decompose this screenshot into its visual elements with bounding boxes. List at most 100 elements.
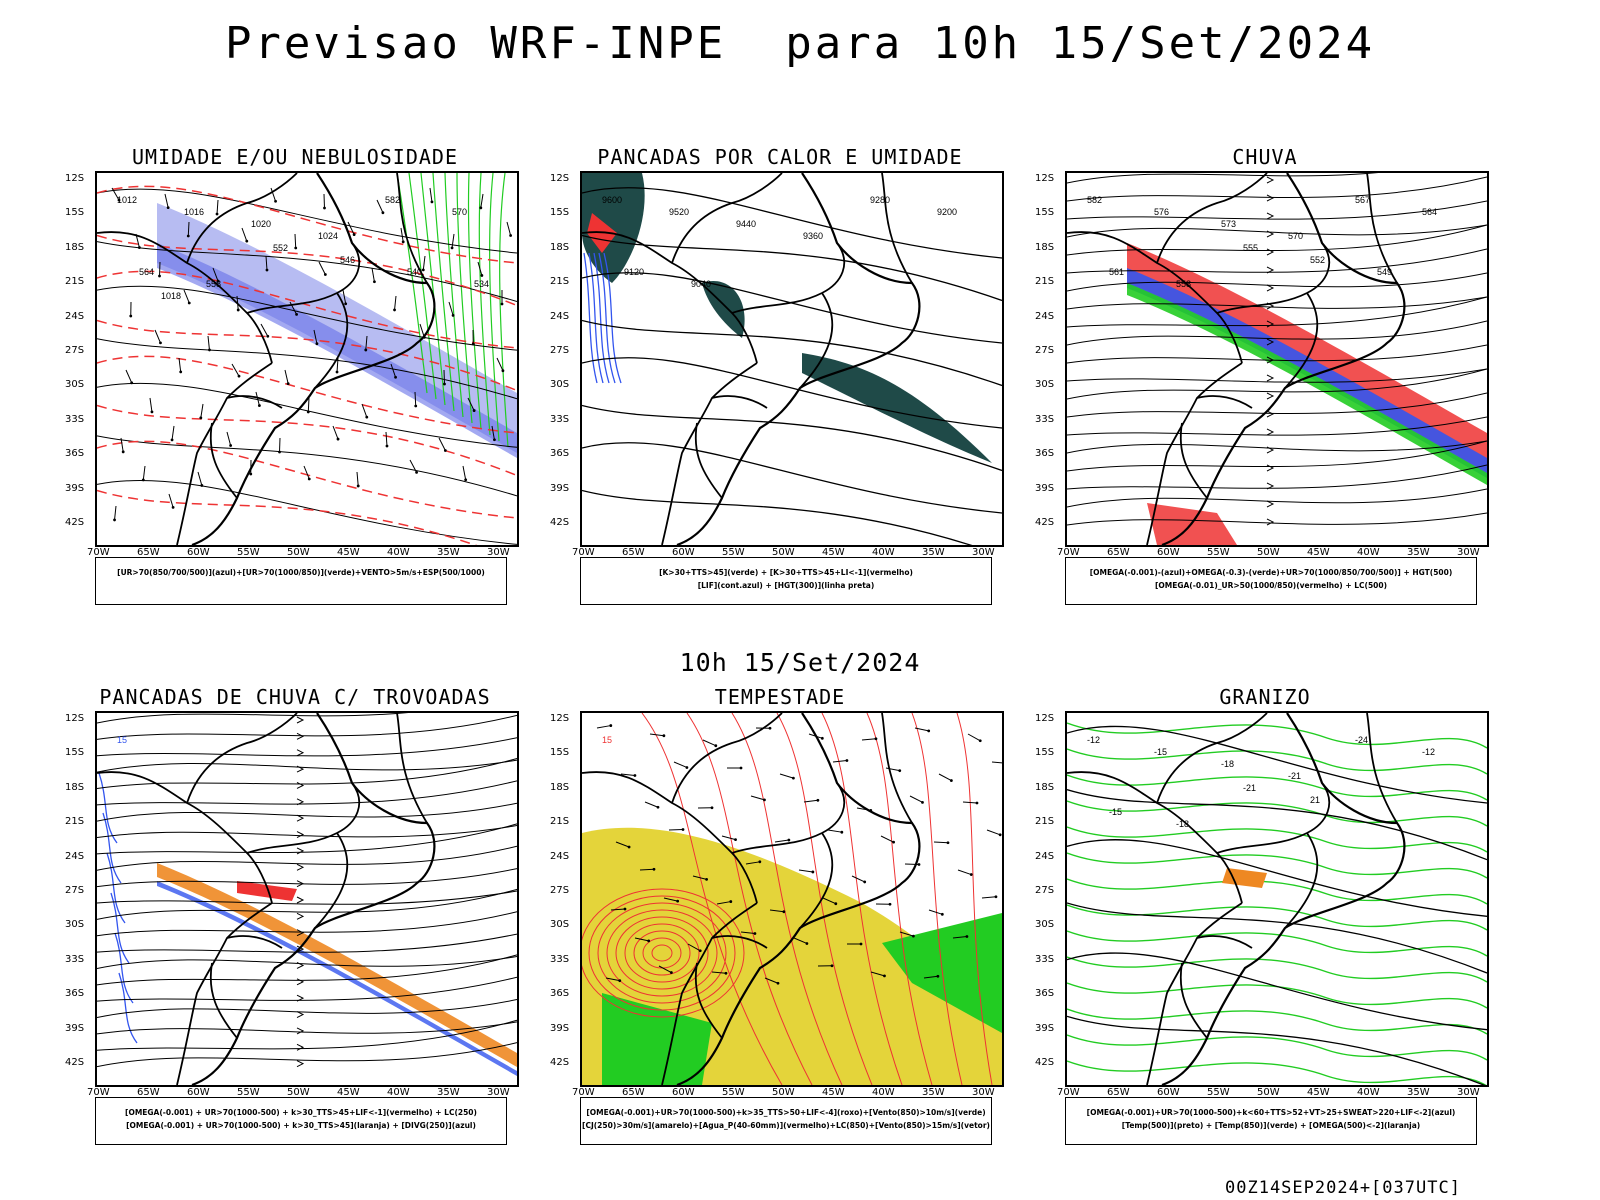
- streamline-arrow: [296, 814, 305, 822]
- wind-vector-head: [669, 971, 673, 974]
- wind-vector: [991, 761, 1002, 764]
- panel-title: TEMPESTADE: [714, 685, 846, 709]
- wind-vector-head: [471, 342, 475, 346]
- wind-vector-head: [199, 416, 203, 420]
- contour-label: 549: [1377, 267, 1392, 277]
- wind-vector-head: [307, 477, 311, 481]
- longitude-label: 70W: [572, 547, 595, 558]
- humidity-core: [157, 243, 517, 458]
- latitude-label: 39S: [65, 1022, 85, 1034]
- streamline: [97, 737, 517, 757]
- map-area: 15: [580, 711, 1004, 1087]
- divergence-contour: [98, 772, 118, 844]
- streamline: [1067, 464, 1487, 490]
- wind-vector: [183, 289, 190, 304]
- streamline-arrow: [296, 798, 305, 806]
- streamline-arrow: [296, 880, 305, 888]
- coastline: [191, 713, 436, 1085]
- wind-vector-head: [883, 974, 886, 978]
- longitude-label: 50W: [287, 547, 310, 558]
- wind-vector-head: [129, 314, 133, 318]
- latitude-label: 21S: [1035, 276, 1055, 288]
- wind-vector: [200, 403, 204, 418]
- wind-vector-head: [450, 246, 454, 250]
- wind-vector-head: [200, 484, 204, 487]
- streamline: [97, 868, 517, 888]
- wind-vector: [658, 965, 672, 974]
- streamline-arrow: [296, 863, 305, 871]
- lifted-index-contour: [598, 252, 616, 384]
- coastline: [191, 173, 436, 545]
- wind-vector: [933, 841, 949, 844]
- latitude-label: 33S: [550, 413, 570, 425]
- wind-vector-head: [969, 873, 973, 876]
- latitude-label: 33S: [550, 953, 570, 965]
- contour-label: 9120: [624, 267, 644, 277]
- longitude-label: 35W: [437, 547, 460, 558]
- wind-vector-head: [479, 206, 483, 210]
- streamline: [97, 999, 517, 1019]
- wind-vector-head: [208, 348, 211, 352]
- longitude-label: 45W: [822, 547, 845, 558]
- streamline-arrow: [1266, 428, 1275, 436]
- streamline: [1067, 296, 1487, 310]
- latitude-label: 30S: [550, 379, 570, 391]
- pressure-contour: [866, 713, 933, 1085]
- latitude-label: 18S: [1035, 241, 1055, 253]
- latitude-label: 15S: [1035, 747, 1055, 759]
- wind-vector-head: [500, 302, 504, 306]
- contour-label: 1020: [251, 219, 271, 229]
- wind-vector-head: [186, 234, 190, 238]
- streamline: [97, 713, 409, 724]
- wind-vector: [716, 901, 731, 905]
- wind-vector-head: [493, 438, 496, 442]
- wind-vector-head: [662, 734, 666, 738]
- longitude-label: 40W: [872, 547, 895, 558]
- country-border: [881, 713, 913, 824]
- latitude-label: 33S: [1035, 413, 1055, 425]
- wind-vector: [265, 255, 268, 271]
- latitude-label: 18S: [550, 781, 570, 793]
- wind-vector: [986, 829, 1001, 836]
- contour-line: [1067, 725, 1487, 804]
- map-panel: CHUVA 582 576 573 570 567 564 561 558 555 552 549 12…: [1015, 145, 1515, 625]
- humidity-contour: [456, 173, 473, 424]
- longitude-label: 55W: [1207, 547, 1230, 558]
- latitude-label: 18S: [1035, 781, 1055, 793]
- latitude-label: 21S: [550, 276, 570, 288]
- wind-vector: [923, 975, 938, 979]
- wind-vector-head: [647, 939, 651, 943]
- streamline: [1067, 224, 1487, 256]
- wind-vector-head: [352, 233, 356, 236]
- wind-vector: [769, 909, 784, 913]
- wind-vector: [663, 897, 678, 902]
- temp850-contour: [1067, 878, 1487, 905]
- wind-vector-head: [130, 381, 134, 385]
- streamline-arrow: [296, 716, 305, 724]
- wind-vector: [962, 801, 978, 804]
- wind-vector-head: [344, 302, 348, 306]
- wind-vector: [692, 875, 707, 880]
- wind-vector-head: [739, 766, 743, 770]
- contour-label: 564: [139, 267, 154, 277]
- wind-vector: [803, 799, 818, 803]
- country-border: [661, 362, 758, 545]
- wind-vector-head: [816, 798, 820, 802]
- latitude-label: 33S: [65, 413, 85, 425]
- pressure-contour: [606, 909, 718, 997]
- wind-vector-head: [187, 301, 191, 305]
- lifted-index-contour: [588, 252, 604, 384]
- wind-vector: [870, 971, 885, 977]
- wind-vector-head: [245, 239, 249, 243]
- wind-vector-head: [215, 212, 219, 216]
- country-border: [176, 902, 273, 1085]
- streamline: [1067, 176, 1487, 202]
- longitude-label: 70W: [1057, 1087, 1080, 1098]
- contour-label: -15: [1154, 747, 1167, 757]
- country-border: [186, 713, 298, 804]
- country-border: [226, 935, 283, 949]
- streamline: [1067, 440, 1487, 454]
- wind-vector-head: [266, 334, 270, 338]
- panel-legend: [OMEGA(-0.001)+UR>70(1000-500)+k>35_TTS>…: [580, 1097, 992, 1145]
- country-border: [314, 292, 349, 389]
